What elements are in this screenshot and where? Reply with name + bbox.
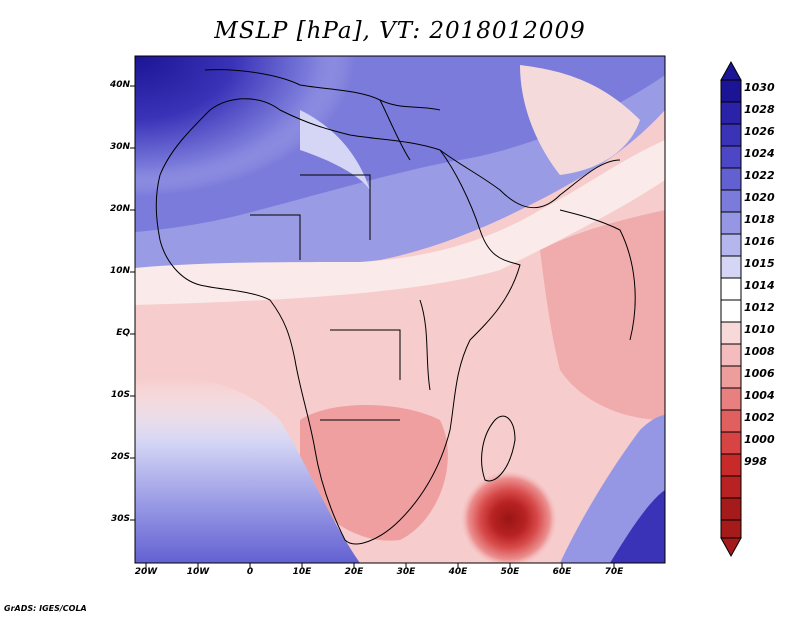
- colorbar: [720, 60, 742, 558]
- colorbar-bin: [720, 101, 742, 125]
- plot-frame: [134, 55, 666, 564]
- colorbar-bin: [720, 189, 742, 213]
- colorbar-label: 1008: [744, 345, 775, 358]
- colorbar-bin: [720, 211, 742, 235]
- lon-label-20w: 20W: [134, 567, 158, 577]
- colorbar-label: 1014: [744, 279, 775, 292]
- lon-label-30e: 30E: [396, 567, 416, 577]
- lon-label-40e: 40E: [448, 567, 468, 577]
- footer-credit: GrADS: IGES/COLA: [4, 604, 87, 613]
- map-title: MSLP [hPa], VT: 2018012009: [214, 18, 586, 44]
- colorbar-bin: [720, 519, 742, 539]
- colorbar-label: 1002: [744, 411, 775, 424]
- axis-ticks: [130, 85, 615, 568]
- lon-label-70e: 70E: [604, 567, 624, 577]
- lat-label-10s: 10S: [110, 390, 130, 400]
- colorbar-bin: [720, 431, 742, 455]
- colorbar-bin: [720, 343, 742, 367]
- lat-label-20n: 20N: [109, 204, 130, 214]
- colorbar-bin: [720, 409, 742, 433]
- colorbar-label: 1000: [744, 433, 775, 446]
- colorbar-bin: [720, 145, 742, 169]
- colorbar-label: 1016: [744, 235, 775, 248]
- pressure-field: [135, 56, 665, 563]
- lon-label-60e: 60E: [552, 567, 572, 577]
- lat-label-30n: 30N: [109, 142, 130, 152]
- colorbar-bin: [720, 387, 742, 411]
- colorbar-label: 1022: [744, 169, 775, 182]
- colorbar-top-arrow: [720, 60, 742, 81]
- colorbar-bin: [720, 167, 742, 191]
- colorbar-label: 1026: [744, 125, 775, 138]
- lat-label-eq: EQ: [116, 328, 130, 338]
- colorbar-label: 1004: [744, 389, 775, 402]
- colorbar-bottom-arrow: [720, 537, 742, 558]
- colorbar-bin: [720, 123, 742, 147]
- lon-label-10e: 10E: [292, 567, 312, 577]
- colorbar-bin: [720, 497, 742, 521]
- colorbar-label: 1006: [744, 367, 775, 380]
- lon-label-20e: 20E: [344, 567, 364, 577]
- colorbar-bin: [720, 79, 742, 103]
- colorbar-bin: [720, 475, 742, 499]
- coastlines: [155, 69, 636, 545]
- colorbar-bin: [720, 299, 742, 323]
- colorbar-bin: [720, 233, 742, 257]
- colorbar-label: 1018: [744, 213, 775, 226]
- colorbar-label: 998: [744, 455, 767, 468]
- lat-label-20s: 20S: [110, 452, 130, 462]
- lon-label-50e: 50E: [500, 567, 520, 577]
- colorbar-label: 1010: [744, 323, 775, 336]
- colorbar-label: 1024: [744, 147, 775, 160]
- colorbar-bin: [720, 277, 742, 301]
- colorbar-bin: [720, 321, 742, 345]
- lat-label-10n: 10N: [109, 266, 130, 276]
- lon-label-0: 0: [246, 567, 254, 577]
- colorbar-label: 1028: [744, 103, 775, 116]
- colorbar-label: 1030: [744, 81, 775, 94]
- colorbar-label: 1020: [744, 191, 775, 204]
- colorbar-label: 1012: [744, 301, 775, 314]
- lon-label-10w: 10W: [186, 567, 210, 577]
- colorbar-label: 1015: [744, 257, 775, 270]
- colorbar-bin: [720, 453, 742, 477]
- colorbar-bin: [720, 255, 742, 279]
- colorbar-bin: [720, 365, 742, 389]
- lat-label-40n: 40N: [109, 80, 130, 90]
- lat-label-30s: 30S: [110, 514, 130, 524]
